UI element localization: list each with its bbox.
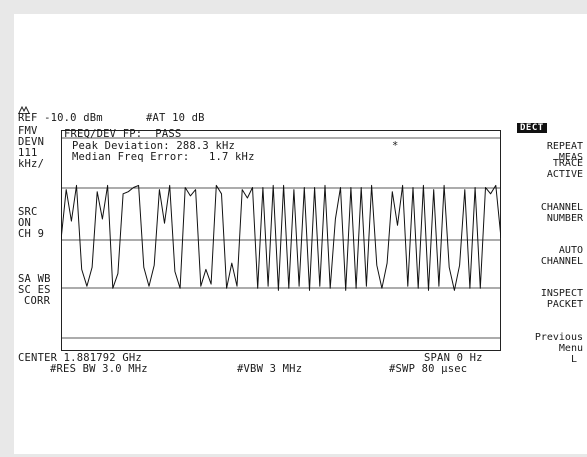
softkey-auto-line1: AUTO: [558, 245, 583, 256]
reference-level: REF -10.0 dBm: [18, 112, 103, 124]
softkey-channel-number[interactable]: CHANNEL NUMBER: [541, 202, 583, 224]
trace-line: [61, 184, 501, 291]
corr-label: CORR: [24, 295, 51, 307]
softkey-repeat-line1: REPEAT: [546, 141, 583, 152]
softkey-repeat-line2: MEAS: [558, 152, 583, 163]
devn-label: DEVN: [18, 136, 45, 148]
softkey-trace-line1: TRACE: [552, 158, 583, 169]
softkey-trace-active[interactable]: TRACE ACTIVE: [547, 158, 583, 180]
sweep-time: #SWP 80 µsec: [389, 363, 468, 375]
video-bandwidth: #VBW 3 MHz: [237, 363, 303, 375]
softkey-inspect-line1: INSPECT: [540, 288, 583, 299]
window-bottom-border: [0, 454, 587, 457]
softkey-inspect-packet[interactable]: INSPECT PACKET: [541, 288, 583, 310]
softkey-previous-line3: L: [570, 354, 577, 365]
measurement-status: FREQ/DEV FP: PASS: [64, 128, 182, 140]
softkey-auto-line2: CHANNEL: [540, 256, 583, 267]
softkey-previous-line1: Previous: [534, 332, 583, 343]
center-frequency: CENTER 1.881792 GHz: [18, 352, 142, 364]
softkey-previous-line2: Menu: [558, 343, 583, 354]
window-top-border: [0, 0, 587, 14]
trace-graticule: [61, 130, 501, 351]
fm-demod-trace: [61, 184, 501, 291]
peak-deviation: Peak Deviation: 288.3 kHz: [72, 140, 236, 152]
resolution-bandwidth: #RES BW 3.0 MHz: [50, 363, 148, 375]
softkey-repeat-meas[interactable]: REPEAT MEAS: [547, 141, 583, 163]
sa-wb-label: SA WB: [18, 273, 51, 285]
scale-value: 111: [18, 147, 38, 159]
attenuation: #AT 10 dB: [146, 112, 205, 124]
softkey-channel-line2: NUMBER: [546, 213, 583, 224]
scale-unit: kHz/: [18, 158, 45, 170]
fmv-label: FMV: [18, 125, 38, 137]
channel-label: CH 9: [18, 228, 45, 240]
src-label: SRC: [18, 206, 38, 218]
softkey-trace-line2: ACTIVE: [546, 169, 583, 180]
marker-active-icon: [18, 106, 30, 114]
window-left-border: [0, 0, 14, 457]
softkey-inspect-line2: PACKET: [546, 299, 583, 310]
softkey-previous-menu[interactable]: Previous Menu L: [535, 332, 583, 365]
span: SPAN 0 Hz: [424, 352, 483, 364]
softkey-channel-line1: CHANNEL: [540, 202, 583, 213]
src-state: ON: [18, 217, 32, 229]
sc-es-label: SC ES: [18, 284, 51, 296]
marker-asterisk: *: [392, 140, 399, 152]
softkey-auto-channel[interactable]: AUTO CHANNEL: [541, 245, 583, 267]
dect-mode-badge: DECT: [517, 123, 547, 133]
median-freq-error: Median Freq Error: 1.7 kHz: [72, 151, 255, 163]
